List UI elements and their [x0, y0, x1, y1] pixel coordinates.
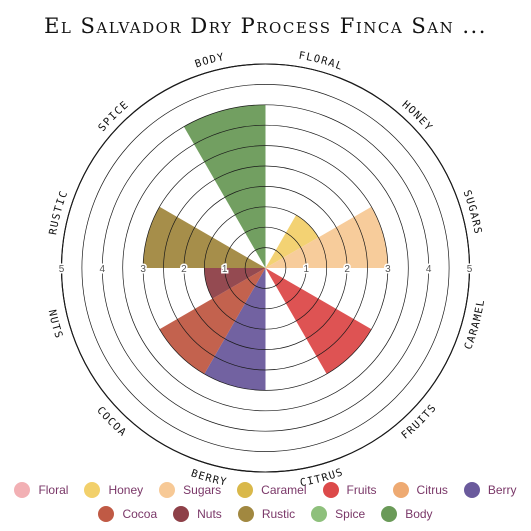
legend-item-nuts[interactable]: Nuts	[173, 506, 222, 522]
wedge-body	[183, 104, 266, 268]
grid-ring	[224, 226, 307, 310]
legend-swatch	[381, 506, 398, 522]
outer-ring	[60, 63, 471, 473]
legend-swatch	[173, 506, 190, 522]
legend-row-2: Cocoa Nuts Rustic Spice Body	[0, 506, 531, 522]
legend-swatch	[311, 506, 328, 522]
grid-ring	[81, 84, 450, 452]
radial-tick-label: 5	[59, 264, 65, 275]
legend-item-floral[interactable]: Floral	[14, 482, 68, 498]
legend-label: Honey	[108, 483, 144, 497]
legend-label: Spice	[335, 507, 366, 521]
legend-label: Cocoa	[122, 507, 158, 521]
ring-label-spice: SPICE	[96, 99, 131, 134]
ring-label-sugars: SUGARS	[460, 189, 483, 236]
legend-swatch	[237, 506, 254, 522]
radial-tick-label: 4	[100, 264, 106, 275]
legend-label: Floral	[38, 483, 69, 497]
grid-ring	[183, 186, 348, 350]
ring-label-cocoa: COCOA	[94, 404, 129, 439]
legend-swatch	[14, 482, 31, 498]
radial-tick-label: 5	[467, 264, 473, 275]
legend-item-honey[interactable]: Honey	[84, 482, 143, 498]
legend-label: Sugars	[183, 483, 222, 497]
ring-label-nuts: NUTS	[46, 309, 65, 341]
legend-item-body[interactable]: Body	[381, 506, 433, 522]
radial-tick-label: 1	[304, 264, 310, 275]
grid-ring	[244, 247, 287, 289]
legend-item-berry[interactable]: Berry	[463, 482, 517, 498]
legend-label: Nuts	[197, 507, 222, 521]
legend-swatch	[392, 482, 409, 498]
ring-label-floral: FLORAL	[298, 50, 345, 73]
radial-tick-label: 1	[222, 264, 228, 275]
legend-item-fruits[interactable]: Fruits	[322, 482, 377, 498]
legend-row-1: Floral Honey Sugars Caramel Fruits Citrus Berr…	[0, 482, 531, 498]
legend-swatch	[237, 482, 254, 498]
wedge-cocoa	[159, 268, 266, 375]
legend-swatch	[463, 482, 480, 498]
ring-label-body: BODY	[193, 51, 226, 70]
ring-label-honey: HONEY	[400, 99, 435, 134]
legend-label: Body	[405, 507, 433, 521]
wedge-berry	[204, 268, 266, 391]
radial-tick-label: 2	[344, 264, 350, 275]
grid-ring	[101, 104, 430, 432]
ring-label-fruits: FRUITS	[399, 402, 439, 442]
grid-ring	[142, 145, 389, 391]
legend-swatch	[84, 482, 101, 498]
legend-item-rustic[interactable]: Rustic	[237, 506, 296, 522]
legend-label: Rustic	[261, 507, 296, 521]
legend-item-sugars[interactable]: Sugars	[159, 482, 221, 498]
legend-swatch	[98, 506, 115, 522]
chart-title: El Salvador Dry Process Finca San ...	[44, 14, 487, 38]
legend-item-caramel[interactable]: Caramel	[237, 482, 307, 498]
legend-label: Berry	[487, 483, 517, 497]
legend-label: Citrus	[416, 483, 448, 497]
grid-ring	[163, 165, 368, 371]
radial-tick-label: 3	[140, 264, 146, 275]
legend-item-citrus[interactable]: Citrus	[392, 482, 448, 498]
radial-tick-label: 3	[385, 264, 391, 275]
wedge-sugars	[265, 206, 388, 268]
radial-tick-label: 2	[181, 264, 187, 275]
grid-ring	[122, 124, 409, 412]
legend-label: Fruits	[346, 483, 377, 497]
legend-swatch	[322, 482, 339, 498]
wedge-honey	[265, 214, 319, 268]
grid-ring	[203, 206, 328, 330]
radial-tick-label: 4	[426, 264, 432, 275]
legend-item-cocoa[interactable]: Cocoa	[98, 506, 157, 522]
legend-swatch	[159, 482, 176, 498]
legend-label: Caramel	[261, 483, 307, 497]
legend-item-spice[interactable]: Spice	[311, 506, 365, 522]
wedge-fruits	[265, 268, 372, 375]
wedge-nuts	[204, 268, 266, 299]
wedge-rustic	[143, 206, 266, 268]
ring-label-rustic: RUSTIC	[47, 189, 70, 236]
